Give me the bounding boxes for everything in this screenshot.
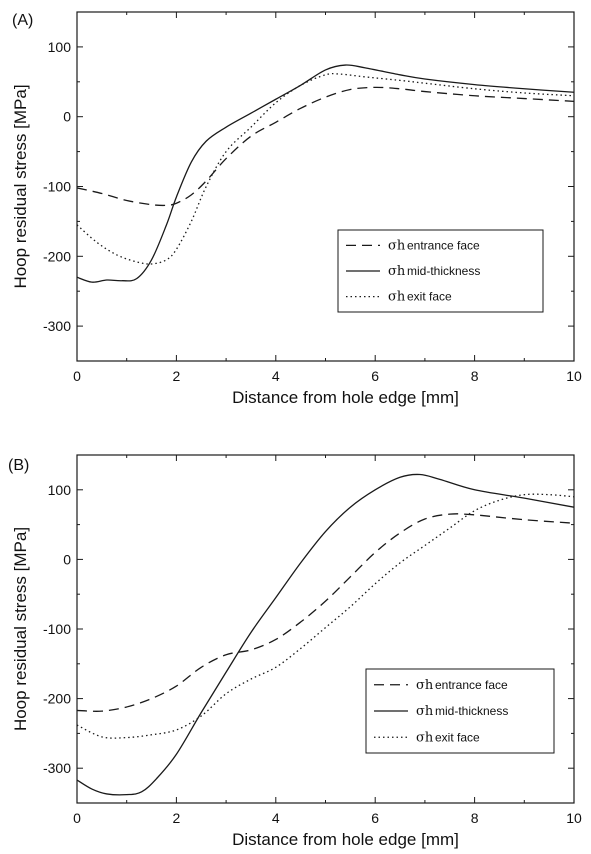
chart-panel-b: (B) 100 0 -100 -200 -300 0 2 4 6 8 10 Distance from … [8,454,582,849]
y-tick-label: -200 [43,691,71,707]
plot-frame [76,11,575,362]
legend-label: mid-thickness [407,264,480,278]
y-tick-label: 0 [63,551,71,567]
x-axis-title: Distance from hole edge [mm] [232,830,459,849]
y-axis-title: Hoop residual stress [MPa] [11,527,30,731]
x-tick-label: 10 [566,368,582,384]
series-line-mid-thickness [77,473,574,796]
legend-symbol: σh [388,264,406,279]
y-tick-label: 0 [63,109,71,125]
x-tick-label: 0 [73,810,81,826]
legend-label: exit face [435,730,480,744]
x-tick-label: 6 [371,368,379,384]
chart-panel-a: (A) 100 0 -100 -200 -300 0 2 4 6 8 10 Distance from … [11,11,582,407]
series-line-entrance-face [77,513,574,712]
x-tick-label: 2 [173,368,181,384]
x-tick-label: 2 [173,810,181,826]
legend-symbol: σh [388,238,406,253]
legend-label: entrance face [435,678,508,692]
y-tick-label: -300 [43,318,71,334]
x-tick-label: 8 [471,368,479,384]
legend-label: exit face [407,290,452,304]
x-tick-label: 4 [272,810,280,826]
plot-frame [76,454,575,804]
y-tick-label: -100 [43,179,71,195]
series-line-mid-thickness [77,64,574,283]
legend-symbol: σh [416,730,434,745]
x-tick-label: 10 [566,810,582,826]
legend-symbol: σh [416,704,434,719]
x-tick-label: 0 [73,368,81,384]
series-line-entrance-face [77,86,574,207]
x-axis-title: Distance from hole edge [mm] [232,388,459,407]
legend-symbol: σh [416,678,434,693]
x-tick-label: 4 [272,368,280,384]
y-axis-title: Hoop residual stress [MPa] [11,84,30,288]
y-tick-label: -300 [43,760,71,776]
y-tick-label: 100 [48,482,72,498]
panel-label: (A) [12,12,33,29]
legend-symbol: σh [388,290,406,305]
x-tick-label: 8 [471,810,479,826]
y-tick-label: -200 [43,248,71,264]
series-line-exit-face [77,493,574,739]
legend-label: entrance face [407,238,480,252]
y-tick-label: 100 [48,39,72,55]
y-tick-label: -100 [43,621,71,637]
x-tick-label: 6 [371,810,379,826]
series-line-exit-face [77,72,574,265]
panel-label: (B) [8,457,29,474]
legend-label: mid-thickness [435,704,508,718]
